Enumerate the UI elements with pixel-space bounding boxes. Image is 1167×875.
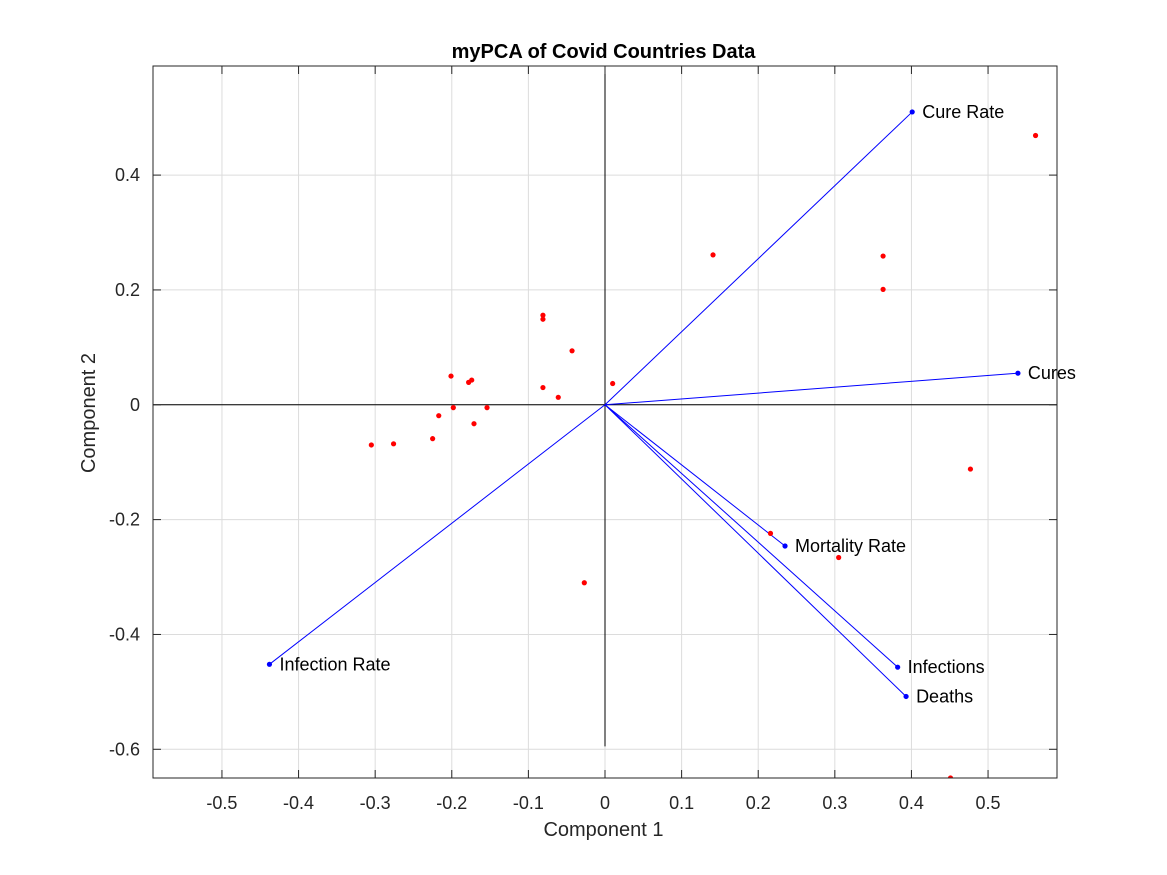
vector-label: Infection Rate (279, 654, 390, 674)
score-point (836, 554, 842, 561)
score-point (880, 253, 886, 259)
score-point (450, 405, 456, 411)
loading-vector-endpoint (266, 661, 273, 667)
x-tick-label: 0.3 (822, 793, 847, 813)
score-points (368, 132, 1039, 778)
chart-title: myPCA of Covid Countries Data (452, 41, 757, 63)
score-point (466, 379, 472, 385)
loading-vector-line (604, 404, 907, 697)
y-tick-labels: -0.6 -0.4 -0.2 0 0.2 0.4 (109, 165, 140, 759)
loading-vector-endpoint (903, 693, 909, 700)
x-tick-label: -0.5 (206, 793, 237, 813)
x-tick-labels: -0.5 -0.4 -0.3 -0.2 -0.1 0 0.1 0.2 0.3 0.4 0.5 (206, 793, 1000, 813)
y-tick-label: 0 (130, 395, 140, 415)
y-tick-label: -0.4 (109, 624, 140, 644)
score-point (610, 380, 616, 387)
score-point (484, 405, 490, 411)
y-tick-label: 0.2 (115, 280, 140, 300)
vector-label: Cure Rate (922, 102, 1004, 122)
score-point (540, 316, 546, 322)
x-tick-label: -0.4 (283, 793, 314, 813)
y-tick-label: 0.4 (115, 165, 140, 185)
score-point (569, 348, 575, 354)
vector-label: Mortality Rate (795, 536, 906, 556)
score-point (540, 384, 546, 391)
score-point (947, 775, 954, 778)
loading-vector-line (604, 404, 786, 547)
score-point (436, 413, 442, 419)
loading-vector-endpoint (782, 543, 788, 549)
score-point (555, 394, 561, 400)
loading-vector-line (604, 404, 898, 668)
score-point (390, 441, 397, 447)
score-point (448, 373, 454, 379)
x-tick-label: 0.2 (746, 793, 771, 813)
score-point (710, 252, 716, 258)
y-tick-label: -0.2 (109, 510, 140, 530)
loading-vector-endpoint (909, 109, 915, 115)
vector-label: Cures (1028, 363, 1076, 383)
score-point (430, 436, 436, 442)
loading-vector-line (604, 372, 1018, 406)
score-point (471, 421, 477, 427)
loading-vector-line (269, 404, 606, 665)
score-point (880, 286, 886, 292)
x-tick-label: 0 (600, 793, 610, 813)
x-axis-title: Component 1 (543, 819, 663, 841)
vector-label: Deaths (916, 686, 973, 706)
vector-labels: Cure Rate Cures Mortality Rate Infections De… (279, 102, 1075, 707)
x-tick-label: 0.5 (976, 793, 1001, 813)
y-axis-title: Component 2 (78, 353, 100, 473)
loading-vector-endpoint (1015, 370, 1021, 376)
score-point (540, 312, 546, 318)
vector-label: Infections (908, 657, 985, 677)
score-point (967, 466, 974, 472)
plot-area: Cure Rate Cures Mortality Rate Infections De… (152, 65, 1076, 779)
x-tick-label: -0.3 (360, 793, 391, 813)
x-tick-label: -0.2 (436, 793, 467, 813)
score-point (767, 530, 774, 536)
loading-vector-endpoint (895, 664, 901, 670)
x-tick-label: 0.4 (899, 793, 924, 813)
tick-marks (153, 66, 1057, 778)
score-point (581, 580, 587, 586)
score-point (1032, 132, 1039, 139)
x-tick-label: 0.1 (669, 793, 694, 813)
score-point (368, 442, 374, 448)
y-tick-label: -0.6 (109, 739, 140, 759)
loading-vectors (266, 109, 1021, 700)
x-tick-label: -0.1 (513, 793, 544, 813)
loading-vector-line (604, 111, 913, 406)
